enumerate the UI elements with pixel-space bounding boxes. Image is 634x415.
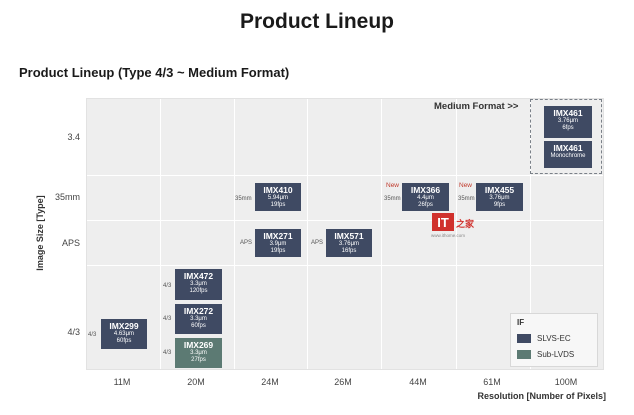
- new-tag: New: [459, 182, 473, 189]
- x-tick-label: 100M: [554, 377, 578, 387]
- sensor-frame-rate: 6fps: [562, 125, 574, 132]
- grid-vline: [456, 99, 457, 369]
- x-tick-label: 20M: [187, 377, 205, 387]
- x-tick-label: 11M: [113, 377, 131, 387]
- sensor-pixel-pitch: 4.4μm: [417, 195, 434, 202]
- y-tick-label: 4/3: [67, 327, 80, 337]
- legend-swatch-sub-lvds: [517, 350, 531, 359]
- sensor-name: IMX410: [263, 185, 293, 195]
- legend: IF SLVS-EC Sub-LVDS: [510, 313, 598, 367]
- sensor-variant: Monochrome: [550, 153, 586, 160]
- y-tick-label: 3.4: [67, 132, 80, 142]
- y-tick-label: APS: [61, 238, 80, 248]
- format-tag: 35mm: [458, 196, 475, 202]
- sensor-name: IMX299: [109, 321, 139, 331]
- legend-label: Sub-LVDS: [537, 350, 575, 359]
- sensor-name: IMX455: [484, 185, 515, 195]
- sensor-frame-rate: 27fps: [191, 357, 206, 364]
- watermark-logo-glyph: 之家: [456, 218, 475, 230]
- sensor-pixel-pitch: 3.3μm: [190, 316, 207, 323]
- sensor-name: IMX461: [553, 108, 583, 118]
- sensor-frame-rate: 120fps: [189, 288, 208, 295]
- sensor-pixel-pitch: 3.76μm: [557, 118, 579, 125]
- section-title: Product Lineup (Type 4/3 ~ Medium Format…: [19, 65, 290, 80]
- sensor-frame-rate: 19fps: [270, 202, 286, 209]
- sensor-chip-imx571: IMX571 3.76μm 16fps: [326, 229, 372, 257]
- sensor-chip-imx272: IMX272 3.3μm 60fps: [175, 304, 222, 334]
- sensor-frame-rate: 16fps: [341, 248, 357, 255]
- sensor-chip-imx461: IMX461 3.76μm 6fps: [544, 106, 592, 138]
- x-tick-label: 44M: [409, 377, 427, 387]
- format-tag: APS: [240, 240, 253, 246]
- grid-vline: [307, 99, 308, 369]
- watermark-logo-it: IT: [437, 215, 449, 230]
- x-axis-title: Resolution [Number of Pixels]: [477, 391, 606, 401]
- sensor-chip-imx271: IMX271 3.9μm 19fps: [255, 229, 301, 257]
- format-tag: 35mm: [384, 196, 401, 202]
- sensor-name: IMX271: [263, 231, 293, 241]
- sensor-name: IMX269: [183, 340, 214, 350]
- sensor-pixel-pitch: 4.63μm: [113, 331, 135, 338]
- page-title: Product Lineup: [240, 10, 394, 33]
- sensor-pixel-pitch: 3.3μm: [190, 281, 207, 288]
- medium-format-box: [530, 99, 602, 174]
- sensor-chip-imx455: IMX455 3.76μm 9fps: [476, 183, 523, 211]
- format-tag: 35mm: [235, 196, 252, 202]
- grid-hline: [87, 265, 603, 266]
- grid-vline: [234, 99, 235, 369]
- grid-vline: [381, 99, 382, 369]
- sensor-name: IMX272: [183, 306, 214, 316]
- grid-vline: [530, 99, 531, 369]
- sensor-frame-rate: 9fps: [493, 202, 506, 209]
- sensor-pixel-pitch: 3.76μm: [338, 241, 360, 248]
- format-tag: 4/3: [163, 316, 172, 322]
- format-tag: 4/3: [163, 350, 172, 356]
- sensor-name: IMX461: [553, 143, 583, 153]
- x-tick-label: 24M: [261, 377, 279, 387]
- sensor-chip-imx299: IMX299 4.63μm 60fps: [101, 319, 147, 349]
- sensor-pixel-pitch: 5.94μm: [267, 195, 289, 202]
- sensor-chip-imx410: IMX410 5.94μm 19fps: [255, 183, 301, 211]
- sensor-name: IMX366: [410, 185, 441, 195]
- grid-hline: [87, 220, 603, 221]
- sensor-frame-rate: 60fps: [116, 338, 132, 345]
- sensor-chip-imx472: IMX472 3.3μm 120fps: [175, 269, 222, 300]
- sensor-pixel-pitch: 3.76μm: [489, 195, 510, 202]
- grid-hline: [87, 175, 603, 176]
- sensor-pixel-pitch: 3.9μm: [269, 241, 287, 248]
- ithome-logo-icon: IT 之家: [432, 213, 475, 231]
- legend-title: IF: [517, 318, 525, 327]
- watermark-url: www.ithome.com: [431, 233, 466, 238]
- sensor-name: IMX571: [334, 231, 364, 241]
- sensor-chip-imx461-mono: IMX461 Monochrome: [544, 141, 592, 168]
- format-tag: 4/3: [163, 283, 172, 289]
- sensor-frame-rate: 60fps: [191, 323, 206, 330]
- medium-format-label: Medium Format >>: [434, 101, 519, 112]
- x-tick-label: 61M: [483, 377, 501, 387]
- grid-vline: [160, 99, 161, 369]
- sensor-chip-imx269: IMX269 3.3μm 27fps: [175, 338, 222, 368]
- sensor-chip-imx366: IMX366 4.4μm 26fps: [402, 183, 449, 211]
- sensor-pixel-pitch: 3.3μm: [190, 350, 207, 357]
- x-tick-label: 26M: [334, 377, 352, 387]
- format-tag: APS: [311, 240, 324, 246]
- legend-swatch-slvs-ec: [517, 334, 531, 343]
- format-tag: 4/3: [88, 332, 97, 338]
- new-tag: New: [386, 182, 400, 189]
- sensor-name: IMX472: [183, 271, 214, 281]
- y-tick-label: 35mm: [54, 192, 80, 202]
- legend-label: SLVS-EC: [537, 334, 571, 343]
- sensor-frame-rate: 19fps: [270, 248, 286, 255]
- sensor-frame-rate: 26fps: [418, 202, 433, 209]
